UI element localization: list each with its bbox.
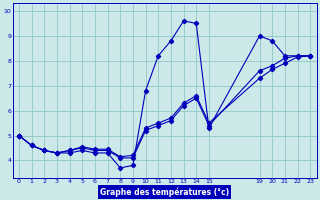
X-axis label: Graphe des températures (°c): Graphe des températures (°c) [100, 187, 229, 197]
